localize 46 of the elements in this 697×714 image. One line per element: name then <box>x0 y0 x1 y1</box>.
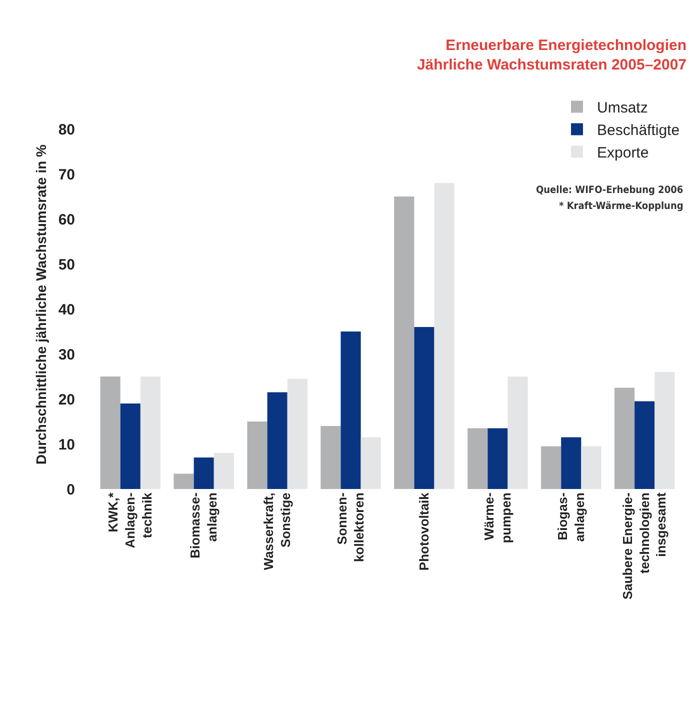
bar <box>320 426 341 489</box>
bar <box>614 388 635 489</box>
y-tick-label: 40 <box>58 301 75 318</box>
annotation: Quelle: WIFO-Erhebung 2006 <box>536 185 684 196</box>
bar <box>561 437 582 489</box>
legend-label: Umsatz <box>597 100 648 117</box>
y-tick-label: 60 <box>58 211 75 228</box>
bar <box>581 446 602 489</box>
x-tick-label: KWK,* Anlagen- technik <box>106 492 155 548</box>
bar <box>194 458 214 489</box>
bar <box>434 183 454 489</box>
bar <box>287 378 308 489</box>
bar <box>100 376 120 489</box>
x-tick-label: Wasserkraft, Sonstige <box>261 492 293 570</box>
bar <box>174 474 194 489</box>
bar <box>634 401 655 489</box>
bar <box>654 372 675 489</box>
y-tick-label: 50 <box>58 256 75 274</box>
y-tick-label: 0 <box>66 481 75 498</box>
bar <box>394 196 414 489</box>
x-tick-label: Biogas- anlagen <box>554 492 587 542</box>
bar <box>214 453 234 489</box>
bar <box>360 437 381 489</box>
y-tick-label: 20 <box>58 391 75 408</box>
bar <box>340 332 361 489</box>
x-tick-label: Sonnen- kollektoren <box>334 492 366 562</box>
y-tick-label: 10 <box>58 436 75 454</box>
y-tick-label: 80 <box>58 121 75 138</box>
y-tick-label: 30 <box>58 346 75 364</box>
y-axis-title: Durchschnittliche jährliche Wachstumsrate in % <box>32 144 49 465</box>
bar <box>140 376 161 489</box>
bar <box>414 327 434 489</box>
legend-label: Exporte <box>597 144 649 162</box>
bar <box>120 404 140 489</box>
annotation: * Kraft-Wärme-Kopplung <box>559 201 684 212</box>
legend-label: Beschäftigte <box>597 122 680 140</box>
bar <box>541 446 562 489</box>
chart-title: Erneuerbare Energietechnologien Jährliche Wachstumsraten 2005–2007 <box>416 36 687 74</box>
x-tick-label: Wärme- pumpen <box>481 492 514 544</box>
bar <box>247 422 268 489</box>
y-tick-label: 70 <box>58 166 75 184</box>
bar <box>508 376 528 489</box>
bar <box>468 428 488 489</box>
bar <box>488 428 508 489</box>
x-tick-label: Photovoltaik <box>416 492 432 571</box>
bar <box>267 392 288 489</box>
